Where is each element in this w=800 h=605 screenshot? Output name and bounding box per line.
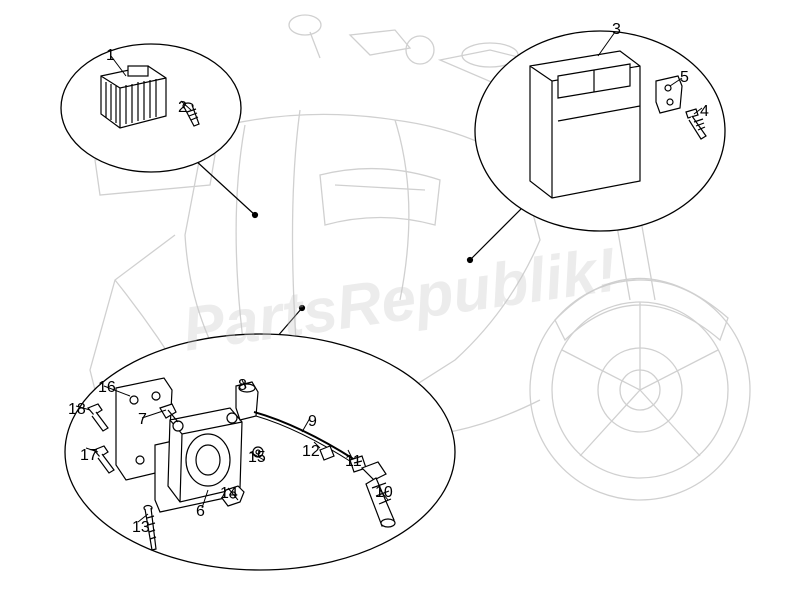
callout-4: 4 <box>700 104 709 120</box>
callout-14: 14 <box>220 486 238 502</box>
detail-bubble-cdi <box>470 26 730 236</box>
callout-10: 10 <box>375 485 393 501</box>
callout-17: 17 <box>80 448 98 464</box>
callout-18: 18 <box>68 402 86 418</box>
callout-16: 16 <box>98 380 116 396</box>
callout-1: 1 <box>106 48 115 64</box>
callout-11: 11 <box>345 454 362 470</box>
callout-3: 3 <box>612 22 621 38</box>
callout-7: 7 <box>138 412 147 428</box>
callout-15: 15 <box>248 450 266 466</box>
callout-13: 13 <box>132 520 150 536</box>
callout-9: 9 <box>308 414 317 430</box>
callout-6: 6 <box>196 504 205 520</box>
callout-12: 12 <box>302 444 320 460</box>
detail-bubble-regulator <box>56 38 246 178</box>
parts-diagram-canvas: PartsRepublik! 1 2 3 4 5 6 7 8 9 10 11 1… <box>0 0 800 600</box>
callout-5: 5 <box>680 70 689 86</box>
callout-2: 2 <box>178 100 187 116</box>
callout-8: 8 <box>238 378 247 394</box>
